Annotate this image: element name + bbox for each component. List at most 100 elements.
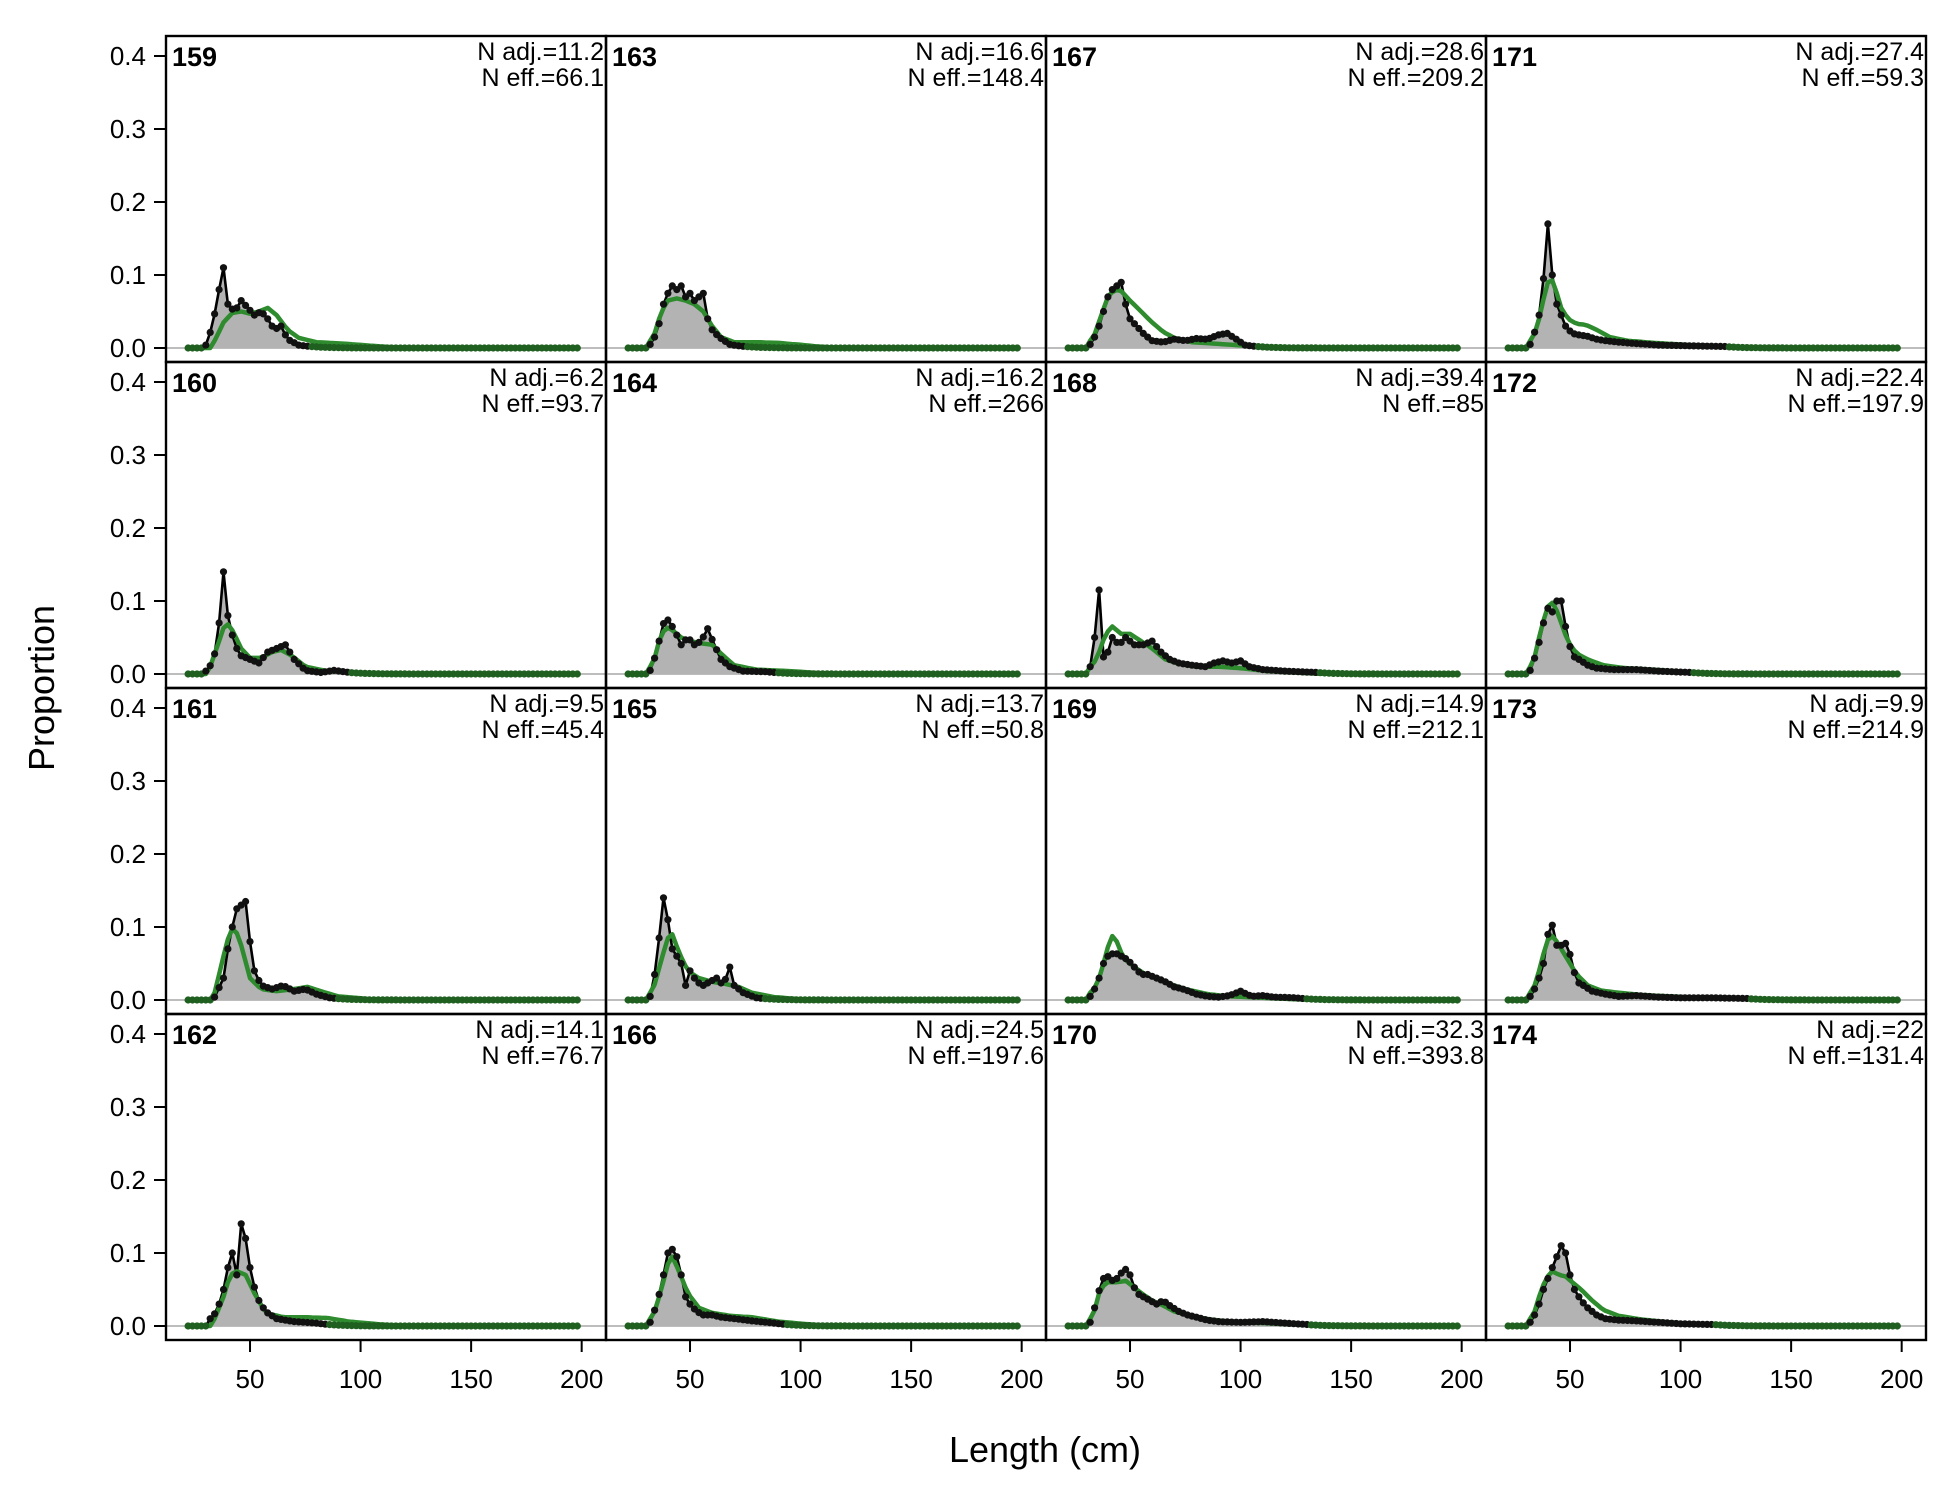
- panel-year-label: 171: [1492, 42, 1537, 72]
- y-tick-label: 0.4: [110, 41, 146, 71]
- observed-point: [1135, 324, 1143, 333]
- observed-point: [1562, 322, 1570, 330]
- observed-point: [1153, 643, 1161, 651]
- observed-point: [1531, 328, 1539, 336]
- observed-point: [1148, 637, 1156, 645]
- observed-point: [1013, 344, 1021, 352]
- observed-point: [1535, 638, 1543, 647]
- observed-point: [1095, 322, 1103, 330]
- observed-point: [677, 959, 685, 968]
- observed-point: [224, 1264, 232, 1272]
- observed-point: [677, 282, 685, 290]
- observed-point: [246, 1264, 254, 1272]
- observed-point: [651, 654, 659, 662]
- observed-point: [224, 612, 232, 620]
- observed-point: [259, 310, 267, 318]
- observed-point: [646, 340, 654, 348]
- panel-year-label: 160: [172, 368, 217, 398]
- observed-point: [1453, 996, 1461, 1004]
- x-tick-label: 50: [236, 1364, 265, 1394]
- observed-point: [1566, 643, 1574, 651]
- observed-point: [246, 938, 254, 946]
- y-tick-label: 0.2: [110, 839, 146, 869]
- y-tick-label: 0.0: [110, 985, 146, 1015]
- n-eff-label: N eff.=212.1: [1348, 716, 1484, 744]
- observed-point: [202, 341, 210, 349]
- observed-area: [188, 571, 578, 674]
- observed-area: [628, 620, 1018, 674]
- observed-point: [1557, 311, 1565, 319]
- n-adj-label: N adj.=22: [1816, 1016, 1924, 1044]
- n-adj-label: N adj.=14.1: [475, 1016, 604, 1044]
- observed-point: [655, 320, 663, 328]
- observed-point: [206, 328, 214, 336]
- observed-area: [188, 267, 578, 348]
- observed-point: [1535, 1300, 1543, 1308]
- observed-point: [1548, 608, 1556, 616]
- panel-year-label: 163: [612, 42, 657, 72]
- observed-area: [1508, 1245, 1898, 1326]
- n-adj-label: N adj.=24.5: [915, 1016, 1044, 1044]
- observed-point: [1095, 974, 1103, 982]
- panel-159: 159 N adj.=11.2N eff.=66.1: [164, 34, 608, 364]
- observed-point: [1562, 1249, 1570, 1257]
- y-tick-label: 0.0: [110, 333, 146, 363]
- observed-point: [1562, 622, 1570, 631]
- observed-point: [1539, 959, 1548, 968]
- observed-point: [708, 326, 716, 334]
- n-eff-label: N eff.=59.3: [1801, 64, 1924, 92]
- n-adj-label: N adj.=11.2: [477, 38, 604, 66]
- y-tick-label: 0.1: [110, 260, 146, 290]
- panel-year-label: 164: [612, 368, 657, 398]
- observed-point: [281, 331, 289, 339]
- observed-point: [664, 289, 672, 297]
- observed-point: [228, 1249, 236, 1257]
- observed-point: [1095, 586, 1103, 594]
- observed-point: [1099, 307, 1108, 316]
- observed-point: [1104, 648, 1112, 656]
- panel-year-label: 173: [1492, 694, 1537, 724]
- observed-point: [215, 1300, 223, 1308]
- observed-point: [659, 1271, 668, 1279]
- x-tick-label: 100: [1659, 1364, 1702, 1394]
- y-tick-label: 0.1: [110, 912, 146, 942]
- n-eff-label: N eff.=197.6: [908, 1042, 1044, 1070]
- observed-point: [295, 660, 303, 668]
- observed-point: [1544, 220, 1552, 228]
- observed-point: [1091, 1304, 1099, 1312]
- n-adj-label: N adj.=16.6: [915, 38, 1044, 66]
- n-adj-label: N adj.=32.3: [1355, 1016, 1484, 1044]
- x-tick-label: 150: [889, 1364, 932, 1394]
- n-adj-label: N adj.=39.4: [1355, 364, 1484, 392]
- observed-point: [242, 1234, 250, 1242]
- observed-point: [573, 344, 581, 352]
- observed-point: [704, 315, 712, 323]
- y-tick-label: 0.3: [110, 766, 146, 796]
- observed-point: [1526, 1318, 1534, 1326]
- y-tick-label: 0.2: [110, 187, 146, 217]
- n-adj-label: N adj.=27.4: [1795, 38, 1924, 66]
- panel-160: 160 N adj.=6.2N eff.=93.7: [164, 360, 608, 690]
- observed-area: [1508, 601, 1898, 674]
- observed-point: [1126, 958, 1134, 966]
- observed-point: [721, 975, 730, 983]
- observed-point: [659, 894, 668, 902]
- observed-point: [255, 659, 263, 667]
- panel-172: 172 N adj.=22.4N eff.=197.9: [1484, 360, 1928, 690]
- x-tick-label: 100: [779, 1364, 822, 1394]
- observed-point: [1553, 1253, 1561, 1261]
- y-tick-label: 0.4: [110, 693, 146, 723]
- observed-point: [1566, 950, 1574, 959]
- observed-point: [233, 304, 241, 312]
- x-tick-label: 200: [1000, 1364, 1043, 1394]
- observed-point: [1531, 654, 1539, 662]
- observed-point: [1535, 311, 1543, 319]
- panel-year-label: 165: [612, 694, 657, 724]
- observed-point: [1557, 1242, 1565, 1250]
- n-adj-label: N adj.=28.6: [1355, 38, 1484, 66]
- observed-area: [628, 1249, 1018, 1326]
- observed-point: [1013, 670, 1021, 678]
- observed-point: [1091, 333, 1099, 341]
- y-tick-label: 0.1: [110, 586, 146, 616]
